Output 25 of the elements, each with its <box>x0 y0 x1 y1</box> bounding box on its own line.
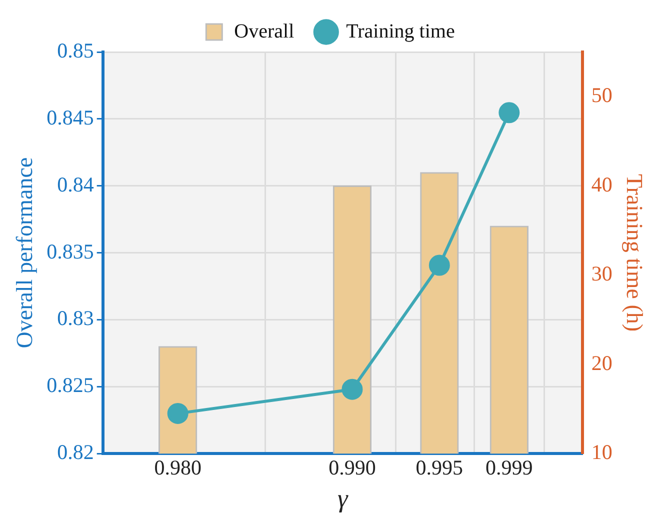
y2-tick-label: 50 <box>591 83 612 108</box>
legend-label: Training time <box>346 20 455 42</box>
y2-tick-label: 30 <box>591 262 612 286</box>
y-axis-title: Overall performance <box>12 157 37 348</box>
y-tick-label: 0.845 <box>46 105 94 130</box>
y2-tick-label: 40 <box>591 172 612 196</box>
y2-tick-label: 10 <box>591 440 612 464</box>
y-tick-label: 0.83 <box>57 306 94 330</box>
x-axis-title: γ <box>338 484 348 514</box>
x-tick-label: 0.999 <box>486 456 533 480</box>
y-tick-label: 0.825 <box>46 373 94 398</box>
point <box>342 378 363 400</box>
x-tick-label: 0.990 <box>328 456 376 480</box>
x-tick-label: 0.980 <box>154 456 202 480</box>
point <box>498 102 520 124</box>
y2-axis-title: Training time (h) <box>622 174 648 332</box>
x-tick-label: 0.995 <box>416 456 464 480</box>
y-tick-label: 0.84 <box>57 172 94 196</box>
y-tick-label: 0.85 <box>57 38 94 63</box>
point <box>167 402 188 424</box>
y-tick-label: 0.82 <box>57 440 94 464</box>
y2-tick-label: 20 <box>591 350 612 375</box>
point <box>428 254 450 276</box>
legend-label: Overall <box>234 20 295 42</box>
y-tick-label: 0.835 <box>46 239 94 264</box>
